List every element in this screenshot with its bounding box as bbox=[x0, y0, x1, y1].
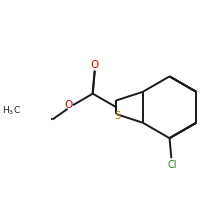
Text: O: O bbox=[91, 60, 99, 70]
Text: H$_3$C: H$_3$C bbox=[2, 105, 21, 117]
Text: S: S bbox=[115, 111, 121, 121]
Text: Cl: Cl bbox=[167, 160, 177, 170]
Text: O: O bbox=[64, 100, 72, 110]
